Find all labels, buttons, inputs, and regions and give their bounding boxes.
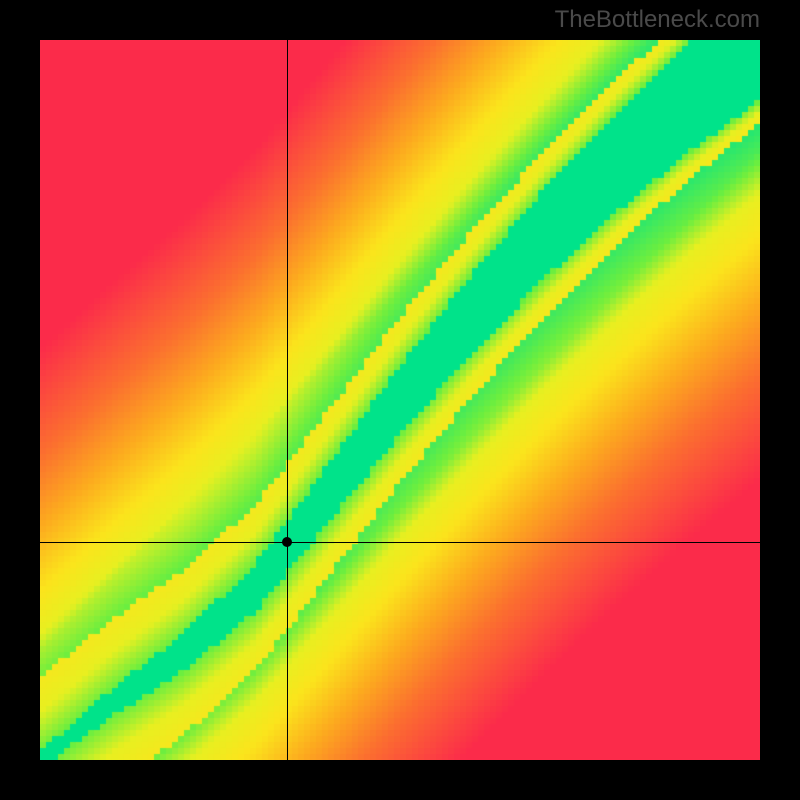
marker-dot — [282, 537, 292, 547]
crosshair-horizontal — [40, 542, 760, 543]
plot-area — [40, 40, 760, 760]
crosshair-vertical — [287, 40, 288, 760]
watermark-text: TheBottleneck.com — [555, 6, 760, 34]
heatmap-canvas — [40, 40, 760, 760]
